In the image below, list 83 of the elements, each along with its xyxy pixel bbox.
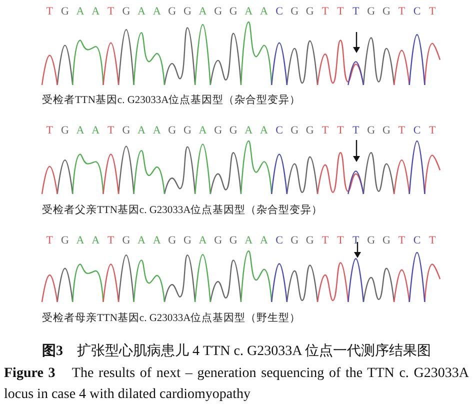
- x-tick-label: G: [122, 6, 130, 18]
- x-tick-label: T: [46, 6, 54, 18]
- x-tick-label: G: [168, 124, 176, 136]
- x-tick-label: T: [322, 124, 329, 136]
- x-tick-label: A: [260, 234, 268, 246]
- x-tick-label: A: [152, 124, 161, 136]
- x-tick-label: G: [183, 234, 192, 246]
- x-tick-label: G: [60, 6, 69, 18]
- x-tick-label: A: [76, 234, 84, 246]
- x-tick-label: G: [382, 6, 390, 18]
- x-tick-label: G: [290, 234, 299, 246]
- x-tick-label: C: [413, 234, 421, 246]
- x-axis-title: 受检者父亲TTN基因c. G23033A位点基因型（杂合型变异）: [42, 204, 323, 218]
- x-tick-label: G: [122, 124, 130, 136]
- x-tick-label: G: [214, 124, 222, 136]
- x-tick-label: A: [244, 124, 253, 136]
- x-tick-label: T: [352, 124, 360, 136]
- x-tick-label: T: [46, 124, 54, 136]
- x-tick-label: T: [337, 124, 344, 136]
- x-tick-label: C: [276, 6, 283, 18]
- x-tick-label: A: [152, 6, 161, 18]
- x-tick-label: C: [276, 124, 283, 136]
- x-tick-label: G: [306, 6, 314, 18]
- x-tick-label: A: [244, 234, 253, 246]
- x-tick-label: G: [367, 234, 376, 246]
- x-tick-label: A: [92, 234, 100, 246]
- x-tick-label: G: [367, 124, 376, 136]
- x-axis-title: 受检者母亲TTN基因c. G23033A位点基因型（野生型）: [42, 312, 301, 326]
- x-tick-label: G: [382, 124, 390, 136]
- x-tick-label: T: [322, 6, 329, 18]
- x-tick-label: G: [229, 234, 238, 246]
- caption: 图3 扩张型心肌病患儿 4 TTN c. G23033A 位点一代测序结果图: [41, 342, 432, 361]
- x-tick-label: A: [244, 6, 253, 18]
- x-tick-label: T: [337, 6, 344, 18]
- x-tick-label: A: [76, 6, 84, 18]
- x-tick-label: T: [428, 124, 436, 136]
- x-tick-label: A: [198, 6, 207, 18]
- x-tick-label: T: [46, 234, 54, 246]
- x-tick-label: C: [413, 124, 421, 136]
- x-tick-label: G: [60, 124, 69, 136]
- x-tick-label: T: [352, 6, 360, 18]
- x-tick-label: G: [168, 234, 176, 246]
- x-tick-label: G: [290, 124, 299, 136]
- x-tick-label: A: [92, 6, 100, 18]
- x-tick-label: A: [138, 6, 146, 18]
- x-tick-label: G: [306, 234, 314, 246]
- x-tick-label: T: [108, 124, 115, 136]
- caption: Figure 3 The results of next – generation sequencing of the TTN c. G23033A locus in case 4 with dilated cardiomyopathy: [4, 364, 469, 404]
- x-tick-label: T: [398, 124, 406, 136]
- x-tick-label: T: [398, 234, 406, 246]
- x-tick-label: G: [183, 6, 192, 18]
- x-tick-label: G: [382, 234, 390, 246]
- x-axis-title: 受检者TTN基因c. G23033A位点基因型（杂合型变异）: [42, 94, 301, 108]
- x-tick-label: G: [122, 234, 130, 246]
- x-tick-label: T: [398, 6, 406, 18]
- x-tick-label: G: [306, 124, 314, 136]
- x-tick-label: G: [60, 234, 69, 246]
- x-tick-label: G: [214, 6, 222, 18]
- x-tick-label: C: [276, 234, 283, 246]
- x-tick-label: G: [214, 234, 222, 246]
- x-tick-label: A: [138, 234, 146, 246]
- x-tick-label: T: [352, 234, 360, 246]
- x-tick-label: A: [198, 234, 207, 246]
- x-tick-label: T: [108, 6, 115, 18]
- x-tick-label: A: [76, 124, 84, 136]
- x-tick-label: G: [229, 124, 238, 136]
- x-tick-label: C: [413, 6, 421, 18]
- x-tick-label: A: [92, 124, 100, 136]
- x-tick-label: T: [322, 234, 329, 246]
- x-tick-label: T: [428, 234, 436, 246]
- x-tick-label: A: [260, 124, 268, 136]
- x-tick-label: A: [152, 234, 161, 246]
- x-tick-label: T: [428, 6, 436, 18]
- x-tick-label: A: [198, 124, 207, 136]
- x-tick-label: T: [108, 234, 115, 246]
- x-tick-label: G: [367, 6, 376, 18]
- x-tick-label: T: [337, 234, 344, 246]
- x-tick-label: A: [138, 124, 146, 136]
- x-tick-label: G: [168, 6, 176, 18]
- x-tick-label: G: [229, 6, 238, 18]
- x-tick-label: G: [290, 6, 299, 18]
- x-tick-label: G: [183, 124, 192, 136]
- x-tick-label: A: [260, 6, 268, 18]
